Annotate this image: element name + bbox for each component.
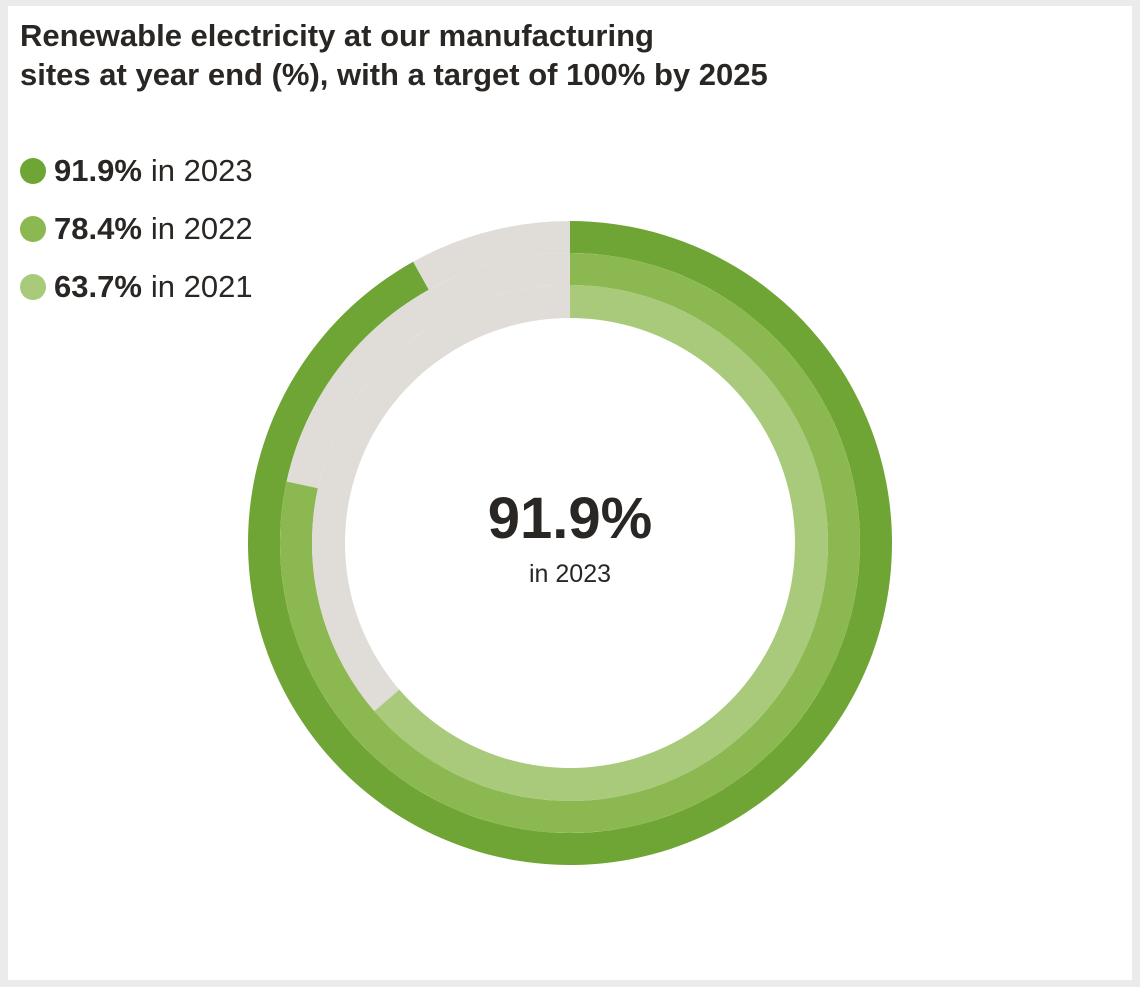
legend-swatch-2023: [20, 158, 46, 184]
legend-swatch-2022: [20, 216, 46, 242]
donut-chart: 91.9% in 2023: [247, 221, 893, 866]
center-label: in 2023: [529, 560, 611, 588]
legend-value-2021: 63.7%: [54, 269, 142, 304]
legend: 91.9% in 2023 78.4% in 2022 63.7% in 202…: [20, 142, 253, 316]
chart-title: Renewable electricity at our manufacturi…: [20, 18, 768, 92]
ring-arc-2021: [374, 285, 828, 801]
center-value: 91.9%: [488, 486, 652, 551]
legend-year-2022: in 2022: [150, 211, 253, 246]
legend-item-2021: 63.7% in 2021: [20, 258, 253, 316]
legend-value-2023: 91.9%: [54, 153, 142, 188]
ring-remainder-2022: [286, 253, 570, 489]
legend-year-2023: in 2023: [150, 153, 253, 188]
donut-rings: [247, 221, 893, 866]
legend-year-2021: in 2021: [150, 269, 253, 304]
ring-remainder-2023: [413, 221, 570, 290]
chart-card: Renewable electricity at our manufacturi…: [8, 6, 1132, 980]
legend-swatch-2021: [20, 274, 46, 300]
ring-remainder-2021: [311, 285, 570, 712]
legend-item-2023: 91.9% in 2023: [20, 142, 253, 200]
legend-value-2022: 78.4%: [54, 211, 142, 246]
legend-item-2022: 78.4% in 2022: [20, 200, 253, 258]
